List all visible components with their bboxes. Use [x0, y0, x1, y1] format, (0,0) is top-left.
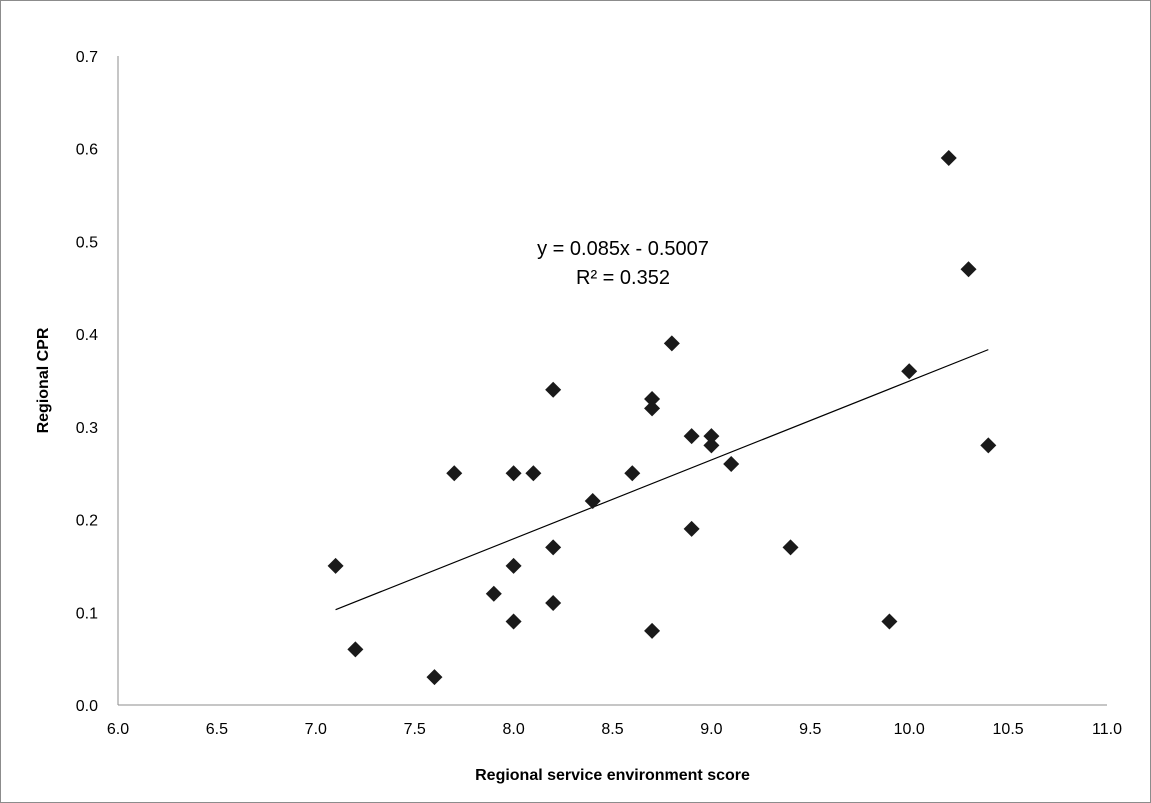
data-point [584, 493, 601, 510]
trendline-equation: y = 0.085x - 0.5007 [537, 238, 709, 260]
data-point [881, 613, 898, 630]
data-point [505, 613, 522, 630]
x-tick-label: 8.0 [502, 721, 524, 738]
data-point [782, 539, 799, 556]
y-tick-label: 0.3 [76, 420, 98, 437]
data-point [505, 465, 522, 482]
y-axis-title: Regional CPR [35, 327, 52, 433]
x-axis-title: Regional service environment score [475, 767, 750, 784]
data-point [545, 595, 562, 612]
data-point [960, 261, 977, 278]
y-tick-labels: 0.0 0.1 0.2 0.3 0.4 0.5 0.6 0.7 [76, 49, 98, 715]
y-tick-label: 0.6 [76, 142, 98, 159]
x-tick-label: 7.5 [404, 721, 426, 738]
data-point [426, 669, 443, 686]
data-point [446, 465, 463, 482]
data-points [327, 149, 997, 686]
axes [117, 56, 1107, 706]
data-point [347, 641, 364, 658]
trendline-r-squared: R² = 0.352 [576, 267, 670, 289]
x-tick-label: 6.0 [107, 721, 129, 738]
data-point [940, 149, 957, 166]
data-point [485, 585, 502, 602]
x-tick-label: 11.0 [1092, 721, 1122, 738]
data-point [505, 557, 522, 574]
y-tick-label: 0.1 [76, 605, 98, 622]
data-point [327, 557, 344, 574]
data-point [644, 391, 661, 408]
x-tick-label: 10.0 [894, 721, 925, 738]
data-point [683, 520, 700, 537]
data-point [525, 465, 542, 482]
data-point [703, 437, 720, 454]
data-point [901, 363, 918, 380]
x-tick-label: 9.5 [799, 721, 821, 738]
x-tick-label: 10.5 [993, 721, 1024, 738]
x-tick-label: 7.0 [305, 721, 327, 738]
x-tick-label: 9.0 [700, 721, 722, 738]
data-point [644, 400, 661, 417]
data-point [644, 622, 661, 639]
y-tick-label: 0.2 [76, 513, 98, 530]
data-point [683, 428, 700, 445]
data-point [980, 437, 997, 454]
data-point [703, 428, 720, 445]
x-tick-label: 8.5 [601, 721, 623, 738]
trendline [335, 349, 989, 611]
y-tick-label: 0.4 [76, 327, 98, 344]
data-point [723, 455, 740, 472]
y-tick-label: 0.0 [76, 698, 98, 715]
y-tick-label: 0.7 [76, 49, 98, 66]
y-tick-label: 0.5 [76, 234, 98, 251]
data-point [624, 465, 641, 482]
x-tick-label: 6.5 [206, 721, 228, 738]
x-tick-labels: 6.0 6.5 7.0 7.5 8.0 8.5 9.0 9.5 10.0 10.5 11.0 [107, 721, 1122, 738]
data-point [663, 335, 680, 352]
data-point [545, 539, 562, 556]
data-point [545, 381, 562, 398]
